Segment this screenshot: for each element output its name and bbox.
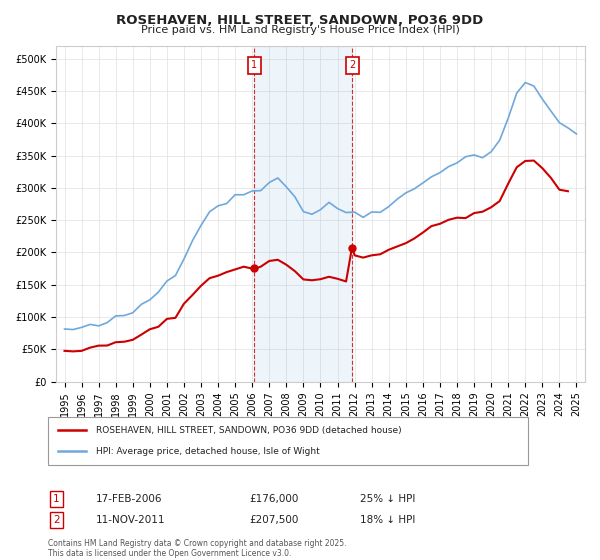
Text: 1: 1 <box>53 494 59 504</box>
Text: HPI: Average price, detached house, Isle of Wight: HPI: Average price, detached house, Isle… <box>96 447 320 456</box>
Text: 1: 1 <box>251 60 257 70</box>
Text: ROSEHAVEN, HILL STREET, SANDOWN, PO36 9DD (detached house): ROSEHAVEN, HILL STREET, SANDOWN, PO36 9D… <box>96 426 401 435</box>
Text: £176,000: £176,000 <box>250 494 299 504</box>
Text: 11-NOV-2011: 11-NOV-2011 <box>96 515 166 525</box>
Text: 17-FEB-2006: 17-FEB-2006 <box>96 494 163 504</box>
Text: 18% ↓ HPI: 18% ↓ HPI <box>360 515 415 525</box>
Text: Price paid vs. HM Land Registry's House Price Index (HPI): Price paid vs. HM Land Registry's House … <box>140 25 460 35</box>
FancyBboxPatch shape <box>48 417 528 465</box>
Text: 25% ↓ HPI: 25% ↓ HPI <box>360 494 415 504</box>
Text: 2: 2 <box>349 60 355 70</box>
Text: £207,500: £207,500 <box>250 515 299 525</box>
Bar <box>254 46 352 381</box>
Text: ROSEHAVEN, HILL STREET, SANDOWN, PO36 9DD: ROSEHAVEN, HILL STREET, SANDOWN, PO36 9D… <box>116 14 484 27</box>
Text: Contains HM Land Registry data © Crown copyright and database right 2025.
This d: Contains HM Land Registry data © Crown c… <box>48 539 347 558</box>
Text: 2: 2 <box>53 515 59 525</box>
